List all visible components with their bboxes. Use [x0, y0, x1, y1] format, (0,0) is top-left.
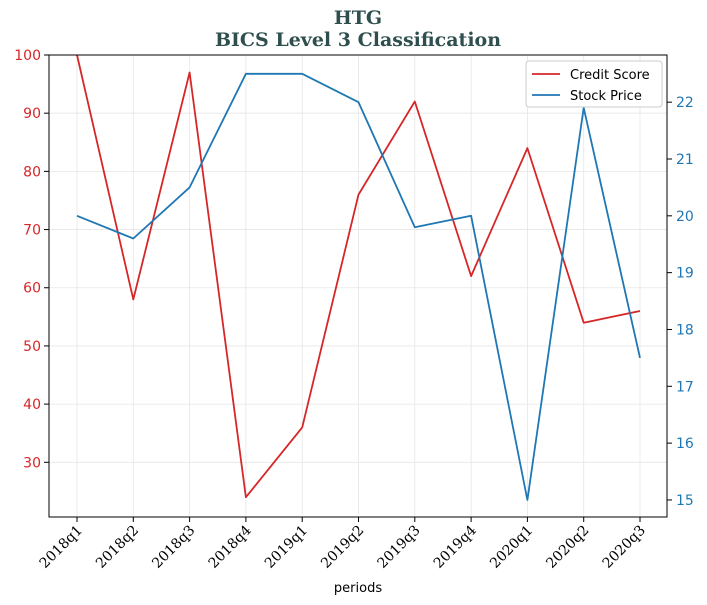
y-left-tick-label: 60 [23, 281, 41, 297]
x-tick-label: 2018q2 [93, 523, 142, 572]
legend-label-credit-score: Credit Score [570, 68, 650, 83]
legend: Credit Score Stock Price [525, 60, 663, 108]
x-tick-label: 2019q2 [318, 523, 367, 572]
x-tick-label: 2019q4 [431, 522, 480, 571]
x-axis-label: periods [334, 581, 382, 596]
y-left-tick-label: 70 [23, 223, 41, 239]
x-tick-label: 2019q3 [374, 523, 423, 572]
y-right-tick-label: 19 [676, 266, 694, 282]
y-right-tick-label: 15 [676, 493, 694, 509]
chart-title: HTG [334, 7, 382, 29]
x-tick-label: 2020q3 [600, 523, 649, 572]
y-right-tick-label: 20 [676, 209, 694, 225]
credit-score-line [76, 54, 641, 499]
plot-frame [48, 54, 668, 518]
y-right-tick-label: 16 [676, 436, 694, 452]
series-layer [76, 54, 641, 501]
x-tick-label: 2018q1 [37, 523, 86, 572]
y-right-tick-label: 18 [676, 322, 694, 338]
x-tick-label: 2019q1 [262, 523, 311, 572]
y-left-tick-label: 30 [23, 455, 41, 471]
y-left-tick-label: 100 [14, 48, 41, 64]
stock-price-line [76, 72, 641, 501]
y-right-tick-label: 17 [676, 379, 694, 395]
x-tick-label: 2020q2 [543, 523, 592, 572]
legend-label-stock-price: Stock Price [570, 89, 642, 104]
y-left-tick-label: 80 [23, 164, 41, 180]
chart-subtitle: BICS Level 3 Classification [215, 29, 501, 51]
x-tick-label: 2020q1 [487, 523, 536, 572]
y-left-tick-label: 50 [23, 339, 41, 355]
x-tick-label: 2018q3 [149, 523, 198, 572]
y-left-tick-label: 40 [23, 397, 41, 413]
tick-layer: 2018q1 2018q2 2018q3 2018q4 2019q1 2019q2 2019… [14, 48, 694, 572]
y-right-tick-label: 21 [676, 152, 694, 168]
y-left-tick-label: 90 [23, 106, 41, 122]
y-right-tick-label: 22 [676, 95, 694, 111]
x-tick-label: 2018q4 [206, 522, 255, 571]
grid-layer [49, 54, 667, 517]
